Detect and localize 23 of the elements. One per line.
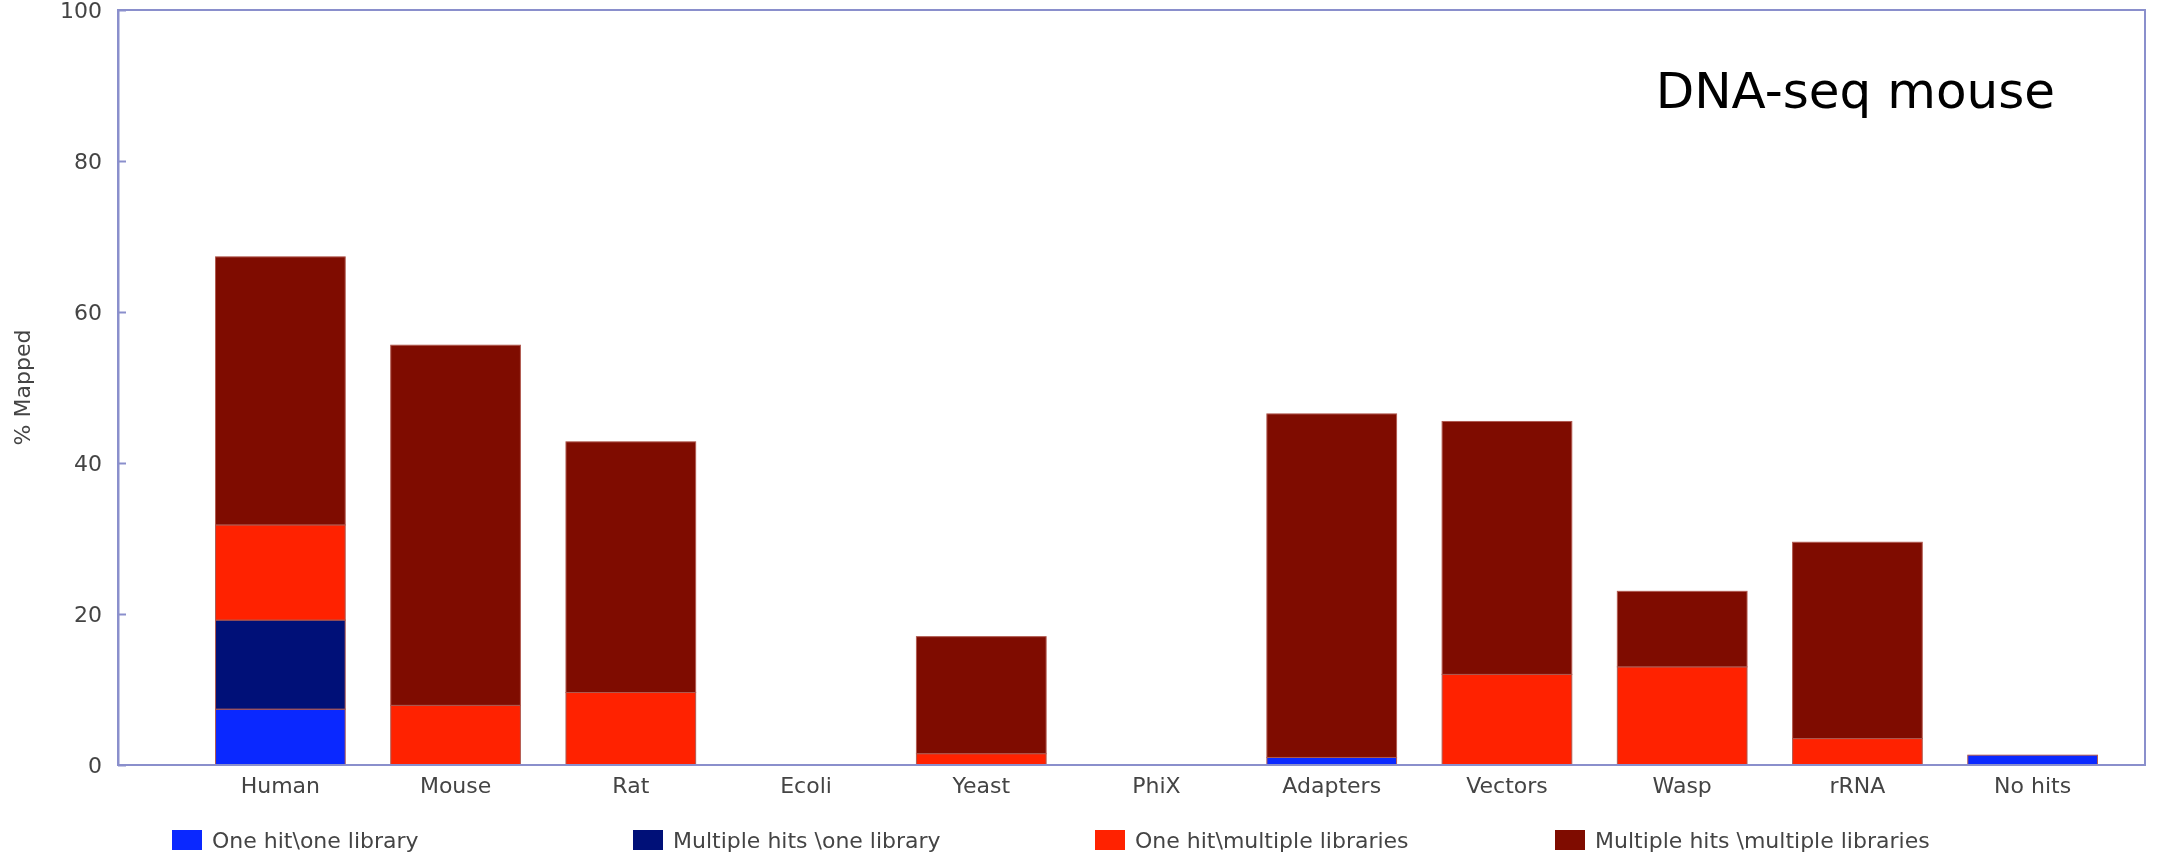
x-tick-label: Wasp [1652,772,1712,798]
x-tick-label: PhiX [1132,772,1181,798]
text: DNA-seq mouse [1655,62,2055,120]
legend-label: One hit\multiple libraries [1135,828,1409,853]
x-tick-label: Yeast [951,772,1011,798]
y-axis-title: % Mapped [10,329,35,446]
x-tick-label: Ecoli [780,772,832,798]
x-tick-label: No hits [1994,772,2072,798]
y-tick-label: 100 [60,0,102,23]
x-tick-label: Adapters [1282,772,1382,798]
legend-label: Multiple hits \multiple libraries [1595,828,1930,853]
y-tick-label: 80 [74,148,102,174]
x-tick-label: Vectors [1466,772,1548,798]
y-tick-label: 20 [74,601,102,627]
x-tick-label: Human [240,772,321,798]
y-tick-label: 0 [88,752,102,778]
y-tick-label: 60 [74,299,102,325]
y-tick-label: 40 [74,450,102,476]
x-tick-label: Rat [612,772,650,798]
x-tick-label: rRNA [1829,772,1886,798]
legend-label: Multiple hits \one library [673,828,941,853]
legend-label: One hit\one library [212,828,419,853]
x-tick-label: Mouse [419,772,492,798]
